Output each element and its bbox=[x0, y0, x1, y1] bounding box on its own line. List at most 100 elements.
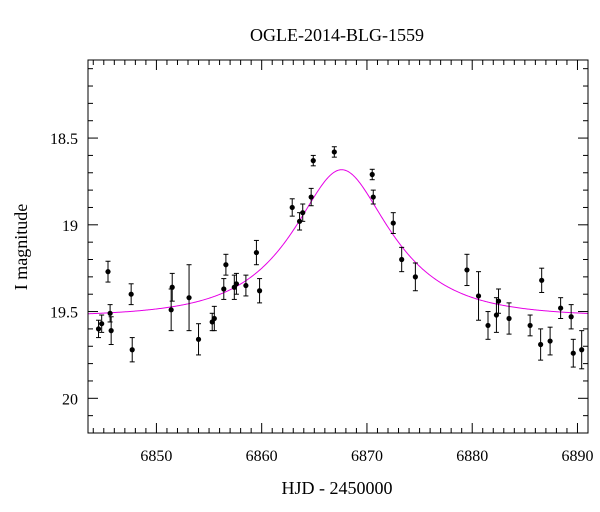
point-marker bbox=[243, 282, 249, 289]
data-point bbox=[399, 246, 405, 273]
chart-title: OGLE-2014-BLG-1559 bbox=[250, 25, 424, 45]
data-point bbox=[370, 189, 376, 205]
data-point bbox=[412, 262, 418, 292]
data-point bbox=[506, 302, 512, 335]
data-point bbox=[568, 304, 574, 330]
data-point bbox=[464, 253, 470, 287]
point-marker bbox=[539, 277, 545, 283]
data-point bbox=[168, 288, 174, 332]
data-point bbox=[579, 330, 585, 370]
data-point bbox=[570, 338, 576, 368]
point-marker bbox=[475, 293, 482, 299]
data-point bbox=[253, 239, 260, 266]
data-point bbox=[475, 271, 482, 321]
data-point bbox=[105, 260, 111, 283]
plot-frame bbox=[87, 59, 589, 434]
y-tick-label: 19 bbox=[62, 218, 78, 235]
point-marker bbox=[223, 262, 229, 268]
data-point bbox=[558, 297, 564, 319]
point-marker bbox=[253, 249, 260, 256]
y-tick-label: 18.5 bbox=[50, 131, 78, 148]
data-point bbox=[539, 267, 545, 293]
point-marker bbox=[527, 322, 533, 329]
data-point bbox=[107, 304, 113, 323]
point-marker bbox=[390, 220, 396, 226]
data-point bbox=[331, 146, 337, 158]
point-marker bbox=[128, 291, 134, 297]
data-point bbox=[186, 264, 192, 332]
point-marker bbox=[107, 310, 113, 316]
data-point bbox=[195, 323, 202, 356]
point-marker bbox=[296, 218, 303, 224]
point-marker bbox=[579, 347, 585, 353]
data-point bbox=[108, 316, 114, 346]
data-point bbox=[211, 305, 217, 332]
point-marker bbox=[485, 322, 491, 329]
point-marker bbox=[186, 295, 192, 301]
point-marker bbox=[169, 284, 175, 290]
data-point bbox=[310, 154, 316, 167]
point-marker bbox=[221, 286, 227, 292]
data-point bbox=[369, 168, 375, 181]
data-point bbox=[223, 253, 229, 276]
point-marker bbox=[211, 315, 217, 322]
point-marker bbox=[464, 267, 470, 273]
data-point bbox=[547, 326, 553, 356]
data-point bbox=[95, 319, 102, 339]
data-layer bbox=[88, 146, 588, 370]
data-point bbox=[308, 187, 314, 207]
point-marker bbox=[256, 288, 263, 294]
point-marker bbox=[168, 307, 174, 313]
point-marker bbox=[308, 194, 314, 200]
x-tick-label: 6890 bbox=[561, 448, 593, 465]
point-marker bbox=[289, 204, 295, 211]
data-point bbox=[538, 328, 544, 361]
data-point bbox=[256, 278, 263, 304]
x-tick-label: 6880 bbox=[456, 448, 488, 465]
x-axis-label: HJD - 2450000 bbox=[282, 478, 393, 498]
point-marker bbox=[310, 158, 316, 164]
data-point bbox=[300, 203, 306, 222]
data-point bbox=[233, 272, 240, 295]
data-point bbox=[390, 212, 396, 234]
point-marker bbox=[558, 305, 564, 311]
data-point bbox=[495, 288, 502, 314]
point-marker bbox=[105, 269, 111, 275]
y-tick-label: 20 bbox=[62, 391, 78, 408]
y-axis-label: I magnitude bbox=[11, 204, 31, 290]
y-axis: 18.5 19 19.5 20 bbox=[50, 68, 588, 434]
x-tick-label: 6850 bbox=[140, 448, 172, 465]
data-point bbox=[485, 311, 491, 340]
point-marker bbox=[99, 321, 105, 327]
point-marker bbox=[547, 338, 553, 344]
x-tick-label: 6870 bbox=[351, 448, 383, 465]
x-tick-label: 6860 bbox=[246, 448, 278, 465]
data-point bbox=[243, 274, 249, 297]
point-marker bbox=[495, 298, 502, 304]
data-point bbox=[296, 212, 303, 231]
point-marker bbox=[331, 149, 337, 155]
x-axis: 6850 6860 6870 6880 6890 bbox=[92, 60, 593, 465]
point-marker bbox=[300, 210, 306, 216]
point-marker bbox=[538, 341, 544, 348]
data-point bbox=[128, 283, 134, 306]
point-marker bbox=[412, 274, 418, 280]
data-point bbox=[289, 198, 295, 217]
data-point bbox=[527, 314, 533, 337]
data-point bbox=[129, 337, 135, 363]
model-curve bbox=[88, 169, 588, 315]
point-marker bbox=[233, 281, 240, 287]
point-marker bbox=[108, 328, 114, 334]
point-marker bbox=[570, 350, 576, 356]
y-tick-label: 19.5 bbox=[50, 305, 78, 322]
data-point bbox=[221, 278, 227, 300]
point-marker bbox=[399, 256, 405, 263]
point-marker bbox=[370, 194, 376, 200]
point-marker bbox=[568, 314, 574, 320]
point-marker bbox=[95, 326, 102, 332]
data-point bbox=[99, 314, 105, 333]
point-marker bbox=[369, 171, 375, 178]
point-marker bbox=[506, 315, 512, 322]
data-point bbox=[169, 272, 175, 302]
